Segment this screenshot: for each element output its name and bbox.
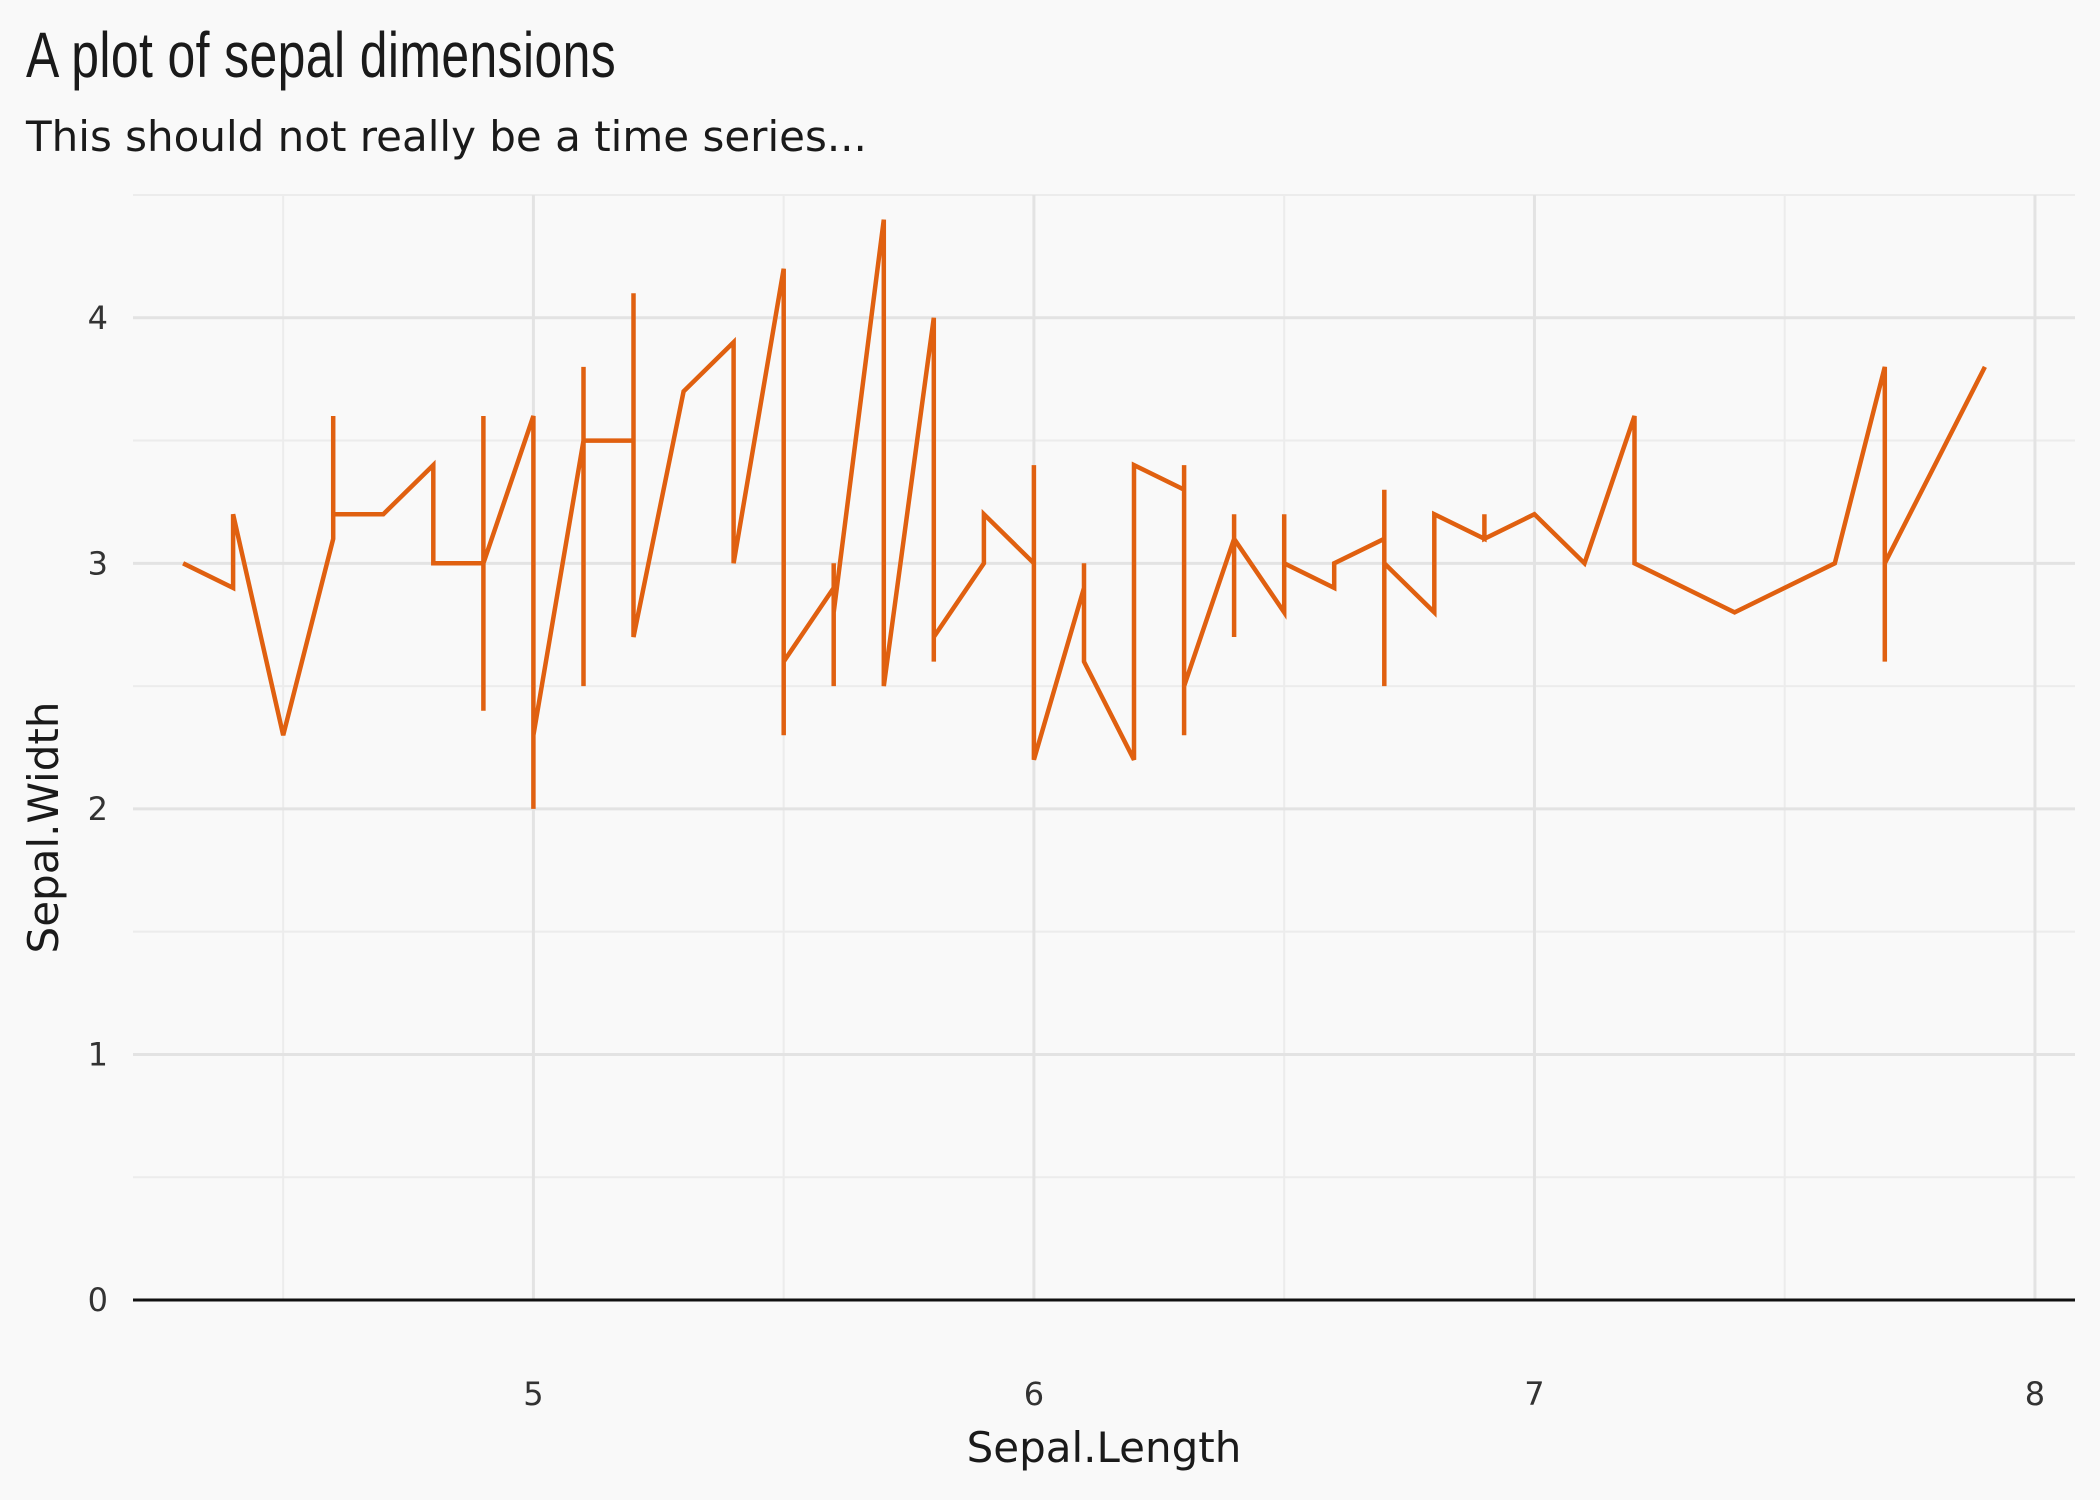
data-point [1384, 563, 1385, 564]
data-point [1234, 637, 1235, 638]
data-point [1884, 366, 1885, 367]
data-point [933, 317, 934, 318]
data-point [1284, 612, 1285, 613]
data-point [1384, 538, 1385, 539]
data-point [833, 686, 834, 687]
data-point [583, 686, 584, 687]
data-point [1484, 514, 1485, 515]
chart-subtitle: This should not really be a time series.… [26, 112, 867, 161]
data-point [1083, 661, 1084, 662]
data-point [333, 538, 334, 539]
data-point [1284, 514, 1285, 515]
data-point [983, 563, 984, 564]
data-point [1384, 686, 1385, 687]
data-point [1434, 612, 1435, 613]
x-tick-label: 6 [1024, 1375, 1044, 1413]
data-point [1534, 514, 1535, 515]
data-point [1184, 735, 1185, 736]
data-point [1184, 465, 1185, 466]
data-point [1334, 587, 1335, 588]
data-point [1284, 563, 1285, 564]
data-point [583, 366, 584, 367]
data-point [433, 563, 434, 564]
data-point [1884, 563, 1885, 564]
data-point [1184, 489, 1185, 490]
x-tick-label: 7 [1524, 1375, 1544, 1413]
data-point [1134, 759, 1135, 760]
data-point [883, 686, 884, 687]
data-point [733, 563, 734, 564]
x-tick-label: 5 [523, 1375, 543, 1413]
series-line-0 [182, 219, 1987, 809]
x-tick-label: 8 [2025, 1375, 2045, 1413]
data-point [1033, 759, 1034, 760]
y-tick-label: 2 [88, 790, 108, 828]
data-point [533, 808, 534, 809]
data-point [1033, 465, 1034, 466]
data-point [1184, 686, 1185, 687]
data-point [1083, 563, 1084, 564]
data-point [533, 735, 534, 736]
data-point [683, 391, 684, 392]
data-point [833, 563, 834, 564]
data-point [833, 587, 834, 588]
data-point [233, 514, 234, 515]
data-point [333, 416, 334, 417]
data-point [1334, 563, 1335, 564]
data-point [633, 293, 634, 294]
data-point [583, 440, 584, 441]
data-point [933, 637, 934, 638]
data-point [1384, 489, 1385, 490]
data-point [1734, 612, 1735, 613]
data-point [733, 342, 734, 343]
data-point [333, 514, 334, 515]
data-point [1134, 465, 1135, 466]
data-point [483, 416, 484, 417]
data-point [1234, 514, 1235, 515]
x-tick-labels: 5 6 7 8 [523, 1375, 2045, 1413]
data-point [1033, 563, 1034, 564]
data-point [983, 514, 984, 515]
data-point [883, 219, 884, 220]
data-point [783, 268, 784, 269]
data-point [1234, 538, 1235, 539]
major-gridlines [133, 195, 2075, 1302]
data-point [1634, 563, 1635, 564]
data-point [1434, 514, 1435, 515]
data-point [1584, 563, 1585, 564]
data-point [783, 661, 784, 662]
data-point [483, 686, 484, 687]
data-point [1834, 563, 1835, 564]
data-point [483, 710, 484, 711]
data-point [1083, 587, 1084, 588]
y-tick-label: 4 [88, 299, 108, 337]
data-point [383, 514, 384, 515]
data-point [283, 735, 284, 736]
data-point [1484, 538, 1485, 539]
y-tick-label: 3 [88, 544, 108, 582]
data-point [633, 440, 634, 441]
data-point [783, 735, 784, 736]
data-point [233, 587, 234, 588]
y-tick-labels: 0 1 2 3 4 [88, 299, 108, 1319]
data-point [433, 465, 434, 466]
data-point [1884, 661, 1885, 662]
data-point [1984, 366, 1985, 367]
chart-title: A plot of sepal dimensions [26, 19, 617, 91]
y-tick-label: 0 [88, 1281, 108, 1319]
data-point [933, 661, 934, 662]
minor-gridlines [133, 194, 2075, 1300]
data-point [833, 612, 834, 613]
series-layer [182, 219, 1987, 809]
data-point [183, 563, 184, 564]
data-point [1634, 416, 1635, 417]
x-axis-title: Sepal.Length [967, 1423, 1242, 1472]
y-tick-label: 1 [88, 1035, 108, 1073]
y-axis-title: Sepal.Width [19, 702, 68, 954]
data-point [633, 637, 634, 638]
data-point [533, 416, 534, 417]
data-point [483, 563, 484, 564]
